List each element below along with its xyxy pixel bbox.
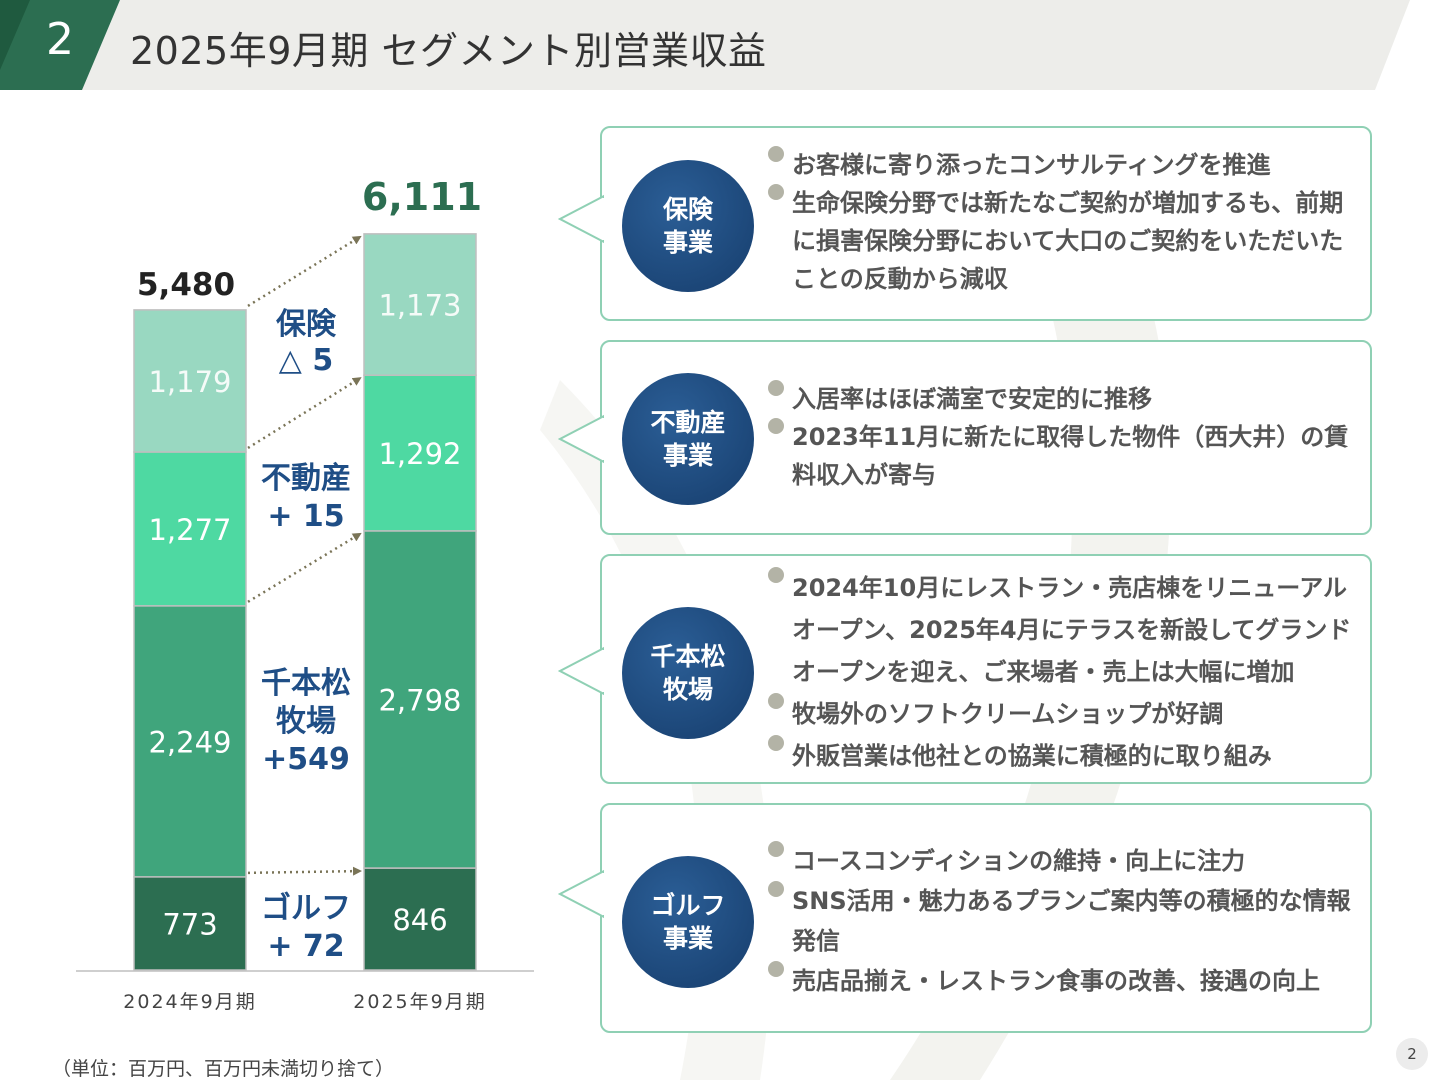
change-label-ins: 保険△ 5 bbox=[276, 307, 337, 378]
insurance-bullet-2: 生命保険分野では新たなご契約が増加するも、前期に損害保険分野において大口のご契約… bbox=[768, 184, 1362, 298]
bar-segment-ins-fy2025 bbox=[363, 233, 477, 376]
header-bar: 2 2025年9月期 セグメント別営業収益 bbox=[0, 0, 1440, 90]
segment-revenue-chart: 773 2,249 1,277 1,179 5,480 2024年9月期 846 2,798 1… bbox=[76, 175, 534, 1013]
change-label-golf: ゴルフ+ 72 bbox=[261, 891, 351, 964]
insurance-bullet-list: お客様に寄り添ったコンサルティングを推進 生命保険分野では新たなご契約が増加する… bbox=[768, 146, 1362, 298]
change-label-ranch: 千本松牧場+549 bbox=[261, 666, 351, 777]
value-label-estate-fy2024: 1,277 bbox=[148, 513, 231, 547]
real-estate-bullet-1: 入居率はほぼ満室で安定的に推移 bbox=[768, 380, 1362, 418]
bar-segment-estate-fy2024 bbox=[133, 451, 247, 607]
total-label-fy2024: 5,480 bbox=[137, 267, 235, 303]
total-label-fy2025: 6,111 bbox=[362, 175, 482, 219]
ranch-bullet-3: 外販営業は他社との協業に積極的に取り組み bbox=[768, 735, 1362, 777]
x-tick-label-fy2025: 2025年9月期 bbox=[353, 991, 486, 1013]
insurance-segment-panel: 保険 事業 お客様に寄り添ったコンサルティングを推進 生命保険分野では新たなご契… bbox=[558, 126, 1372, 321]
value-label-ranch-fy2025: 2,798 bbox=[378, 683, 461, 717]
value-label-golf-fy2025: 846 bbox=[392, 903, 447, 937]
real-estate-segment-badge: 不動産 事業 bbox=[622, 373, 754, 505]
ranch-bullet-1: 2024年10月にレストラン・売店棟をリニューアルオープン、2025年4月にテラ… bbox=[768, 567, 1362, 693]
real-estate-segment-panel: 不動産 事業 入居率はほぼ満室で安定的に推移 2023年11月に新たに取得した物… bbox=[558, 340, 1372, 535]
senbonmatsu-ranch-segment-badge: 千本松 牧場 bbox=[622, 607, 754, 739]
bar-segment-ins-fy2024 bbox=[133, 309, 247, 453]
page-number-badge: 2 bbox=[1396, 1038, 1428, 1070]
change-label-estate: 不動産+ 15 bbox=[261, 461, 351, 534]
golf-segment-panel: ゴルフ 事業 コースコンディションの維持・向上に注力 SNS活用・魅力あるプラン… bbox=[558, 803, 1372, 1033]
panel-pointer-icon bbox=[558, 646, 604, 696]
bar-segment-golf-fy2024 bbox=[133, 876, 247, 971]
value-label-ranch-fy2024: 2,249 bbox=[148, 725, 231, 759]
value-label-ins-fy2024: 1,179 bbox=[148, 365, 231, 399]
golf-bullet-3: 売店品揃え・レストラン食事の改善、接遇の向上 bbox=[768, 961, 1362, 1001]
golf-bullet-2: SNS活用・魅力あるプランご案内等の積極的な情報発信 bbox=[768, 881, 1362, 961]
x-tick-label-fy2024: 2024年9月期 bbox=[123, 991, 256, 1013]
bar-segment-estate-fy2025 bbox=[363, 374, 477, 532]
panel-pointer-icon bbox=[558, 414, 604, 464]
header-background bbox=[0, 0, 1410, 90]
golf-bullet-1: コースコンディションの維持・向上に注力 bbox=[768, 841, 1362, 881]
real-estate-bullet-list: 入居率はほぼ満室で安定的に推移 2023年11月に新たに取得した物件（西大井）の… bbox=[768, 380, 1362, 494]
value-label-golf-fy2024: 773 bbox=[162, 907, 217, 941]
change-arrow-ranch bbox=[247, 532, 362, 603]
change-arrow-ins bbox=[247, 235, 362, 307]
unit-note: （単位：百万円、百万円未満切り捨て） bbox=[52, 1058, 395, 1080]
bar-segment-ranch-fy2024 bbox=[133, 605, 247, 878]
real-estate-bullet-2: 2023年11月に新たに取得した物件（西大井）の賃料収入が寄与 bbox=[768, 418, 1362, 494]
senbonmatsu-ranch-segment-panel: 千本松 牧場 2024年10月にレストラン・売店棟をリニューアルオープン、202… bbox=[558, 554, 1372, 784]
golf-bullet-list: コースコンディションの維持・向上に注力 SNS活用・魅力あるプランご案内等の積極… bbox=[768, 841, 1362, 1001]
change-arrow-estate bbox=[247, 377, 362, 450]
insurance-segment-badge: 保険 事業 bbox=[622, 160, 754, 292]
page-title: 2025年9月期 セグメント別営業収益 bbox=[130, 29, 767, 73]
value-label-estate-fy2025: 1,292 bbox=[378, 437, 461, 471]
change-arrow-golf bbox=[247, 866, 362, 876]
insurance-bullet-1: お客様に寄り添ったコンサルティングを推進 bbox=[768, 146, 1362, 184]
ranch-bullet-list: 2024年10月にレストラン・売店棟をリニューアルオープン、2025年4月にテラ… bbox=[768, 567, 1362, 777]
ranch-bullet-2: 牧場外のソフトクリームショップが好調 bbox=[768, 693, 1362, 735]
slide-number: 2 bbox=[46, 14, 74, 65]
panel-pointer-icon bbox=[558, 869, 604, 919]
value-label-ins-fy2025: 1,173 bbox=[378, 289, 461, 323]
panel-pointer-icon bbox=[558, 194, 604, 244]
golf-segment-badge: ゴルフ 事業 bbox=[622, 856, 754, 988]
